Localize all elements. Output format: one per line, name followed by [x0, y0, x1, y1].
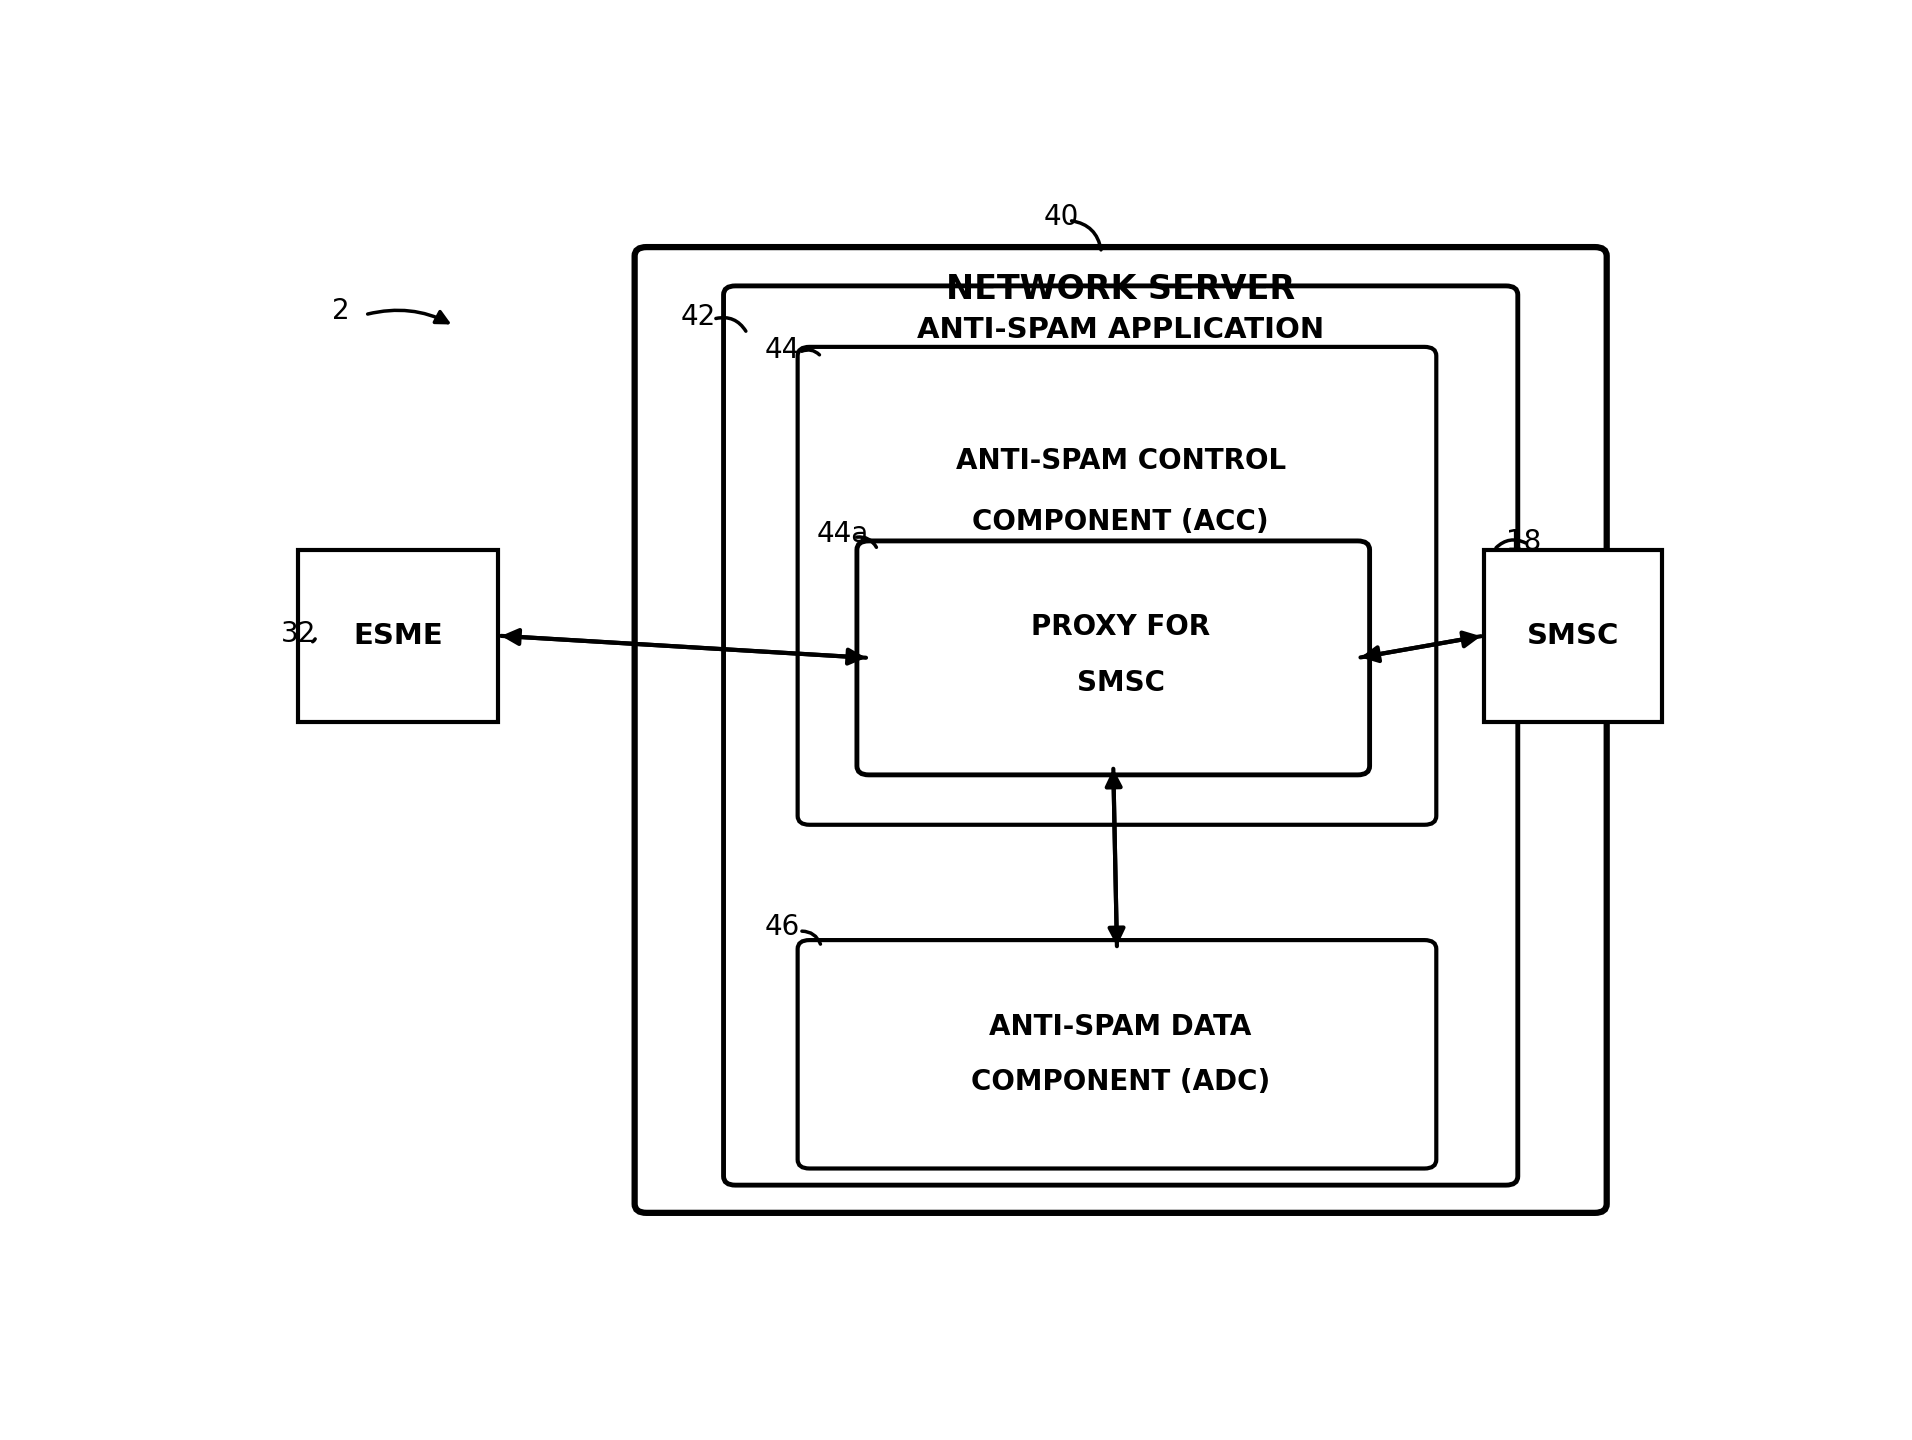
Bar [1484, 550, 1662, 721]
Text: SMSC: SMSC [1526, 622, 1619, 649]
Text: ANTI-SPAM APPLICATION: ANTI-SPAM APPLICATION [918, 317, 1325, 344]
Text: PROXY FOR: PROXY FOR [1031, 613, 1210, 641]
Text: 32: 32 [281, 621, 315, 648]
Text: 2: 2 [333, 298, 350, 325]
Text: 44a: 44a [816, 520, 870, 549]
Text: 42: 42 [681, 302, 715, 331]
FancyBboxPatch shape [797, 347, 1436, 825]
Text: 44: 44 [765, 336, 801, 364]
Text: 18: 18 [1507, 528, 1541, 556]
Text: COMPONENT (ADC): COMPONENT (ADC) [971, 1068, 1270, 1096]
Text: 40: 40 [1044, 203, 1078, 232]
Text: ESME: ESME [354, 622, 444, 649]
FancyBboxPatch shape [797, 940, 1436, 1168]
FancyBboxPatch shape [723, 287, 1518, 1185]
Text: NETWORK SERVER: NETWORK SERVER [946, 272, 1294, 305]
Bar [298, 550, 499, 721]
Text: COMPONENT (ACC): COMPONENT (ACC) [973, 508, 1270, 536]
FancyBboxPatch shape [857, 541, 1369, 775]
Text: ANTI-SPAM CONTROL: ANTI-SPAM CONTROL [956, 446, 1285, 475]
Text: SMSC: SMSC [1076, 668, 1164, 697]
FancyBboxPatch shape [635, 248, 1606, 1212]
Text: ANTI-SPAM DATA: ANTI-SPAM DATA [990, 1012, 1252, 1041]
Text: 46: 46 [765, 913, 801, 940]
